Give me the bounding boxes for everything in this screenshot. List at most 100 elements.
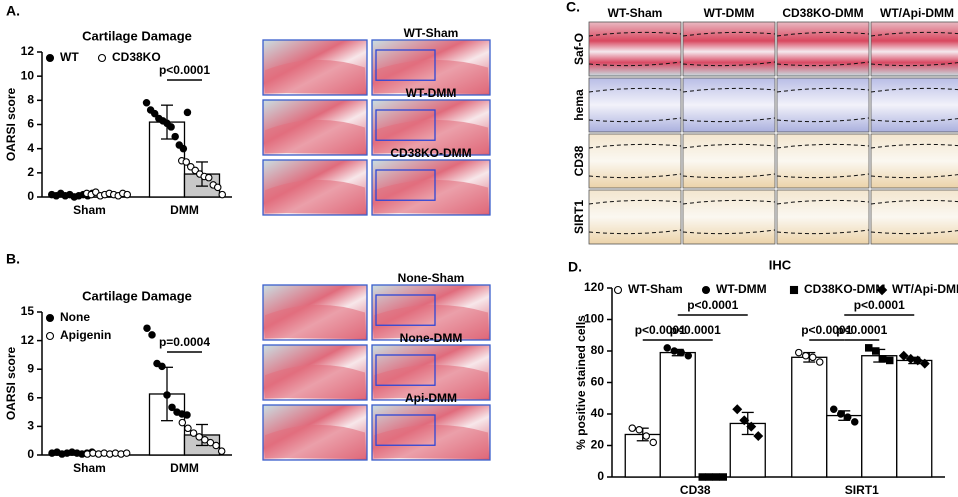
y-tick-label: 40 [591,406,605,420]
data-point [843,413,852,421]
cartilage-outline [870,230,958,235]
zoom-box [375,354,436,386]
image-label: WT-DMM [406,86,457,100]
y-tick-label: 10 [21,68,35,82]
bar [826,414,863,478]
data-point [836,410,845,418]
column-label: WT/Api-DMM [880,6,954,20]
data-point [179,144,188,153]
cartilage-outline [588,87,682,93]
cartilage-outline [682,31,776,37]
cartilage-shape [374,59,488,93]
legend-label: WT-DMM [716,282,767,296]
cartilage-outline [588,173,682,179]
cartilage-outline [588,31,682,37]
histology-image [870,21,958,77]
data-point [663,344,671,352]
data-point [898,350,909,361]
data-point [218,190,227,199]
cartilage-outline [870,143,958,149]
legend-label: CD38KO [112,50,161,64]
cartilage-outline [682,199,776,205]
data-point [919,358,930,369]
cartilage-outline [682,61,776,67]
data-point [732,404,743,415]
bar [861,355,898,478]
cartilage-outline [776,173,870,179]
data-point [189,429,198,437]
data-point [183,411,191,419]
y-tick-label: 12 [21,44,35,58]
chart-title: IHC [769,257,792,272]
histology-image [588,133,682,189]
legend-label: None [60,310,90,324]
x-tick-label: DMM [170,203,199,217]
data-point [794,348,803,357]
row-label: hema [572,89,586,121]
panel-label: D. [568,259,582,275]
chart-title: Cartilage Damage [82,288,192,303]
zoom-box [375,109,436,141]
cartilage-outline [870,87,958,93]
cartilage-outline [588,199,682,205]
legend-label: WT [60,50,79,64]
data-point [684,351,692,360]
significance-label: p<0.0001 [836,323,887,337]
data-point [876,284,888,296]
zoom-box [375,169,436,201]
data-point [885,356,894,365]
data-point [212,441,220,450]
cartilage-shape [265,364,365,398]
histology-image [776,77,870,133]
data-point [142,99,151,107]
data-point [808,353,817,362]
histology-image [588,189,682,245]
y-tick-label: 0 [27,189,34,203]
data-point [635,425,643,434]
data-point [168,403,176,412]
cartilage-outline [870,31,958,37]
cartilage-shape [265,59,365,93]
histology-image [776,133,870,189]
data-point [789,285,799,295]
cartilage-outline [776,61,870,67]
bar [659,351,696,478]
significance-label: p<0.0001 [801,323,852,337]
data-point [214,183,222,192]
cartilage-shape [265,424,365,458]
data-point [878,355,887,363]
image-label: CD38KO-DMM [390,146,471,160]
data-point [753,431,764,442]
data-point [148,331,156,339]
cartilage-outline [776,229,870,235]
cartilage-outline [682,229,776,235]
data-point [649,438,657,447]
cartilage-outline [682,173,776,179]
panel-label: C. [566,0,580,15]
data-point [864,344,873,352]
y-axis-label: % positive stained cells [574,315,588,450]
data-point [705,473,713,481]
significance-label: p<0.0001 [670,323,721,337]
y-tick-label: 8 [27,93,34,107]
data-point [677,348,685,357]
cartilage-shape [374,119,488,153]
x-tick-label: SIRT1 [845,483,879,497]
cartilage-outline [870,62,958,67]
cartilage-outline [870,199,958,205]
cartilage-outline [588,117,682,123]
panel-label: A. [6,3,20,19]
cartilage-outline [776,87,870,93]
y-axis-label: OARSI score [4,87,18,161]
data-point [871,347,880,355]
data-point [45,331,55,341]
histology-image [588,21,682,77]
data-point [182,158,191,166]
y-tick-label: 60 [591,375,605,389]
y-tick-label: 3 [27,419,34,433]
cartilage-shape [374,364,488,398]
cartilage-outline [682,87,776,93]
y-tick-label: 0 [597,469,604,483]
data-point [815,358,824,366]
data-point [905,353,916,364]
